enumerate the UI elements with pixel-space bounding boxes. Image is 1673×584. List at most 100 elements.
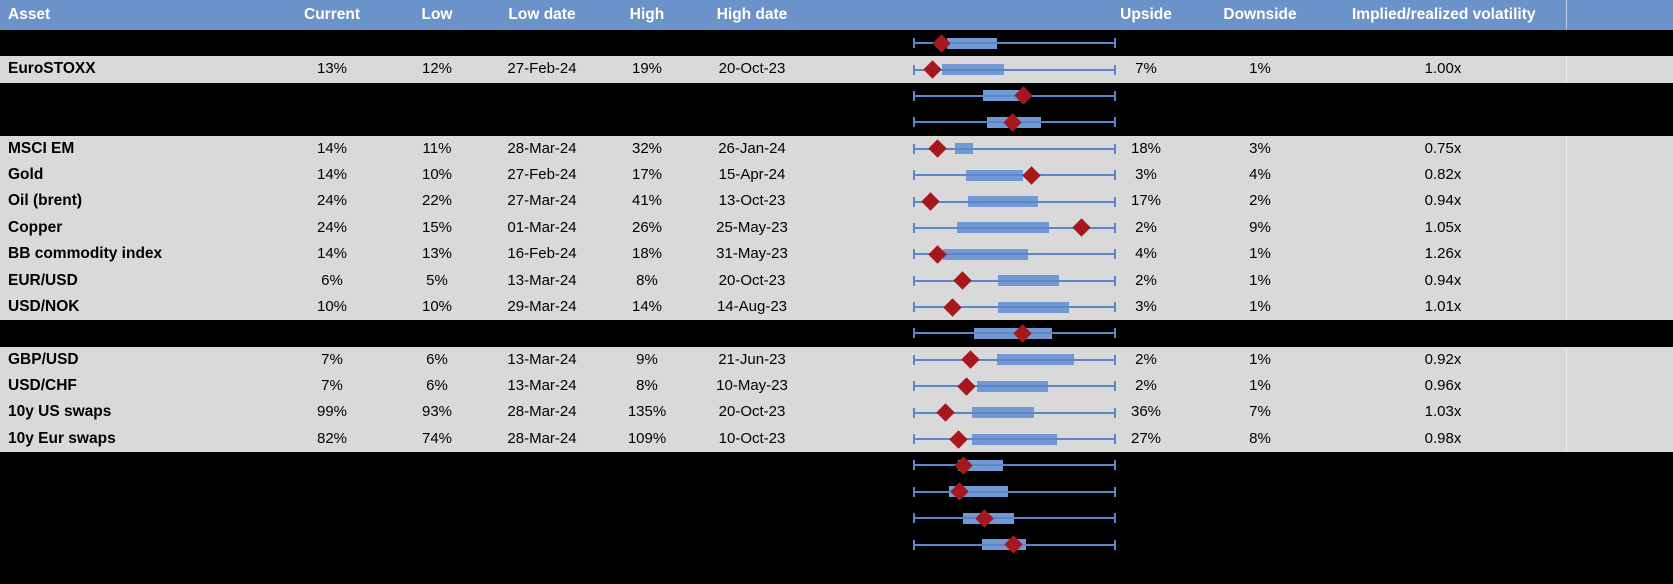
redacted-row [0, 30, 1673, 57]
cell-high_date: 26-Jan-24 [718, 139, 786, 157]
cell-implied_realized: 0.92x [1424, 350, 1462, 368]
boxplot [913, 30, 1116, 56]
cell-upside: 2% [1135, 271, 1157, 289]
cell-low: 12% [421, 60, 453, 78]
whisker-cap-right [1114, 249, 1116, 260]
whisker-cap-right [1114, 222, 1116, 233]
boxplot [913, 188, 1116, 214]
cell-downside: 1% [1249, 350, 1271, 368]
cell-high: 109% [627, 429, 667, 447]
cell-current: 10% [316, 297, 348, 315]
cell-implied_realized: 1.03x [1424, 403, 1462, 421]
cell-low: 11% [422, 139, 452, 157]
boxplot [913, 268, 1116, 294]
cell-current: 24% [316, 192, 348, 210]
cell-upside: 3% [1135, 297, 1157, 315]
cell-downside: 1% [1249, 377, 1271, 395]
boxplot [913, 294, 1116, 320]
cell-low: 13% [421, 245, 453, 263]
cell-low: 10% [421, 165, 453, 183]
redacted-row [0, 505, 1673, 532]
cell-high: 8% [636, 377, 658, 395]
cell-high: 26% [631, 218, 663, 236]
footer-black-band [0, 558, 1673, 584]
header-cell-low: Low [421, 6, 453, 23]
cell-low_date: 28-Mar-24 [507, 139, 577, 157]
cell-implied_realized: 1.00x [1424, 60, 1462, 78]
boxplot [913, 320, 1116, 346]
cell-implied_realized: 1.05x [1424, 218, 1462, 236]
cell-low_date: 27-Feb-24 [507, 165, 577, 183]
cell-current: 7% [321, 377, 343, 395]
whisker-cap-left [913, 302, 915, 313]
cell-low_date: 01-Mar-24 [507, 218, 577, 236]
table-row: Gold 14% 10% 27-Feb-24 17% 15-Apr-24 3% 4% 0.82x [0, 161, 1673, 189]
redacted-row [0, 531, 1673, 560]
whisker-cap-left [913, 460, 915, 471]
whisker-cap-left [913, 38, 915, 49]
cell-low_date: 13-Mar-24 [507, 350, 577, 368]
whisker-cap-right [1114, 275, 1116, 286]
whisker-cap-right [1114, 486, 1116, 497]
cell-asset: 10y Eur swaps [8, 429, 116, 447]
header-row: Asset Current Low Low date High High date Upsi… [0, 0, 1673, 30]
current-level-diamond-marker [935, 403, 955, 422]
table-row: 10y US swaps 99% 93% 28-Mar-24 135% 20-Oct-23… [0, 399, 1673, 427]
cell-current: 6% [321, 271, 343, 289]
cell-high: 135% [627, 403, 667, 421]
cell-current: 99% [316, 403, 348, 421]
cell-asset: EuroSTOXX [8, 60, 96, 78]
boxplot [913, 426, 1116, 452]
cell-low: 15% [421, 218, 453, 236]
whisker-cap-right [1114, 539, 1116, 550]
whisker-line [913, 517, 1116, 520]
current-level-diamond-marker [927, 139, 947, 158]
redacted-row [0, 82, 1673, 110]
cell-high: 9% [636, 350, 658, 368]
boxplot [913, 373, 1116, 399]
boxplot [913, 347, 1116, 373]
boxplot [913, 109, 1116, 135]
cell-low_date: 28-Mar-24 [507, 403, 577, 421]
table-body: EuroSTOXX 13% 12% 27-Feb-24 19% 20-Oct-23 7% 1%… [0, 30, 1673, 560]
cell-upside: 4% [1135, 245, 1157, 263]
cell-implied_realized: 0.96x [1424, 377, 1462, 395]
cell-upside: 2% [1135, 218, 1157, 236]
whisker-cap-right [1114, 513, 1116, 524]
whisker-cap-right [1114, 328, 1116, 339]
redacted-row [0, 478, 1673, 506]
whisker-cap-left [913, 196, 915, 207]
current-level-diamond-marker [1022, 165, 1041, 185]
whisker-cap-right [1114, 407, 1116, 418]
cell-high: 41% [631, 192, 663, 210]
redacted-row [0, 320, 1673, 347]
whisker-cap-right [1114, 117, 1116, 128]
header-cell-high_date: High date [716, 6, 788, 23]
whisker-cap-left [913, 143, 915, 154]
whisker-line [913, 200, 1116, 203]
whisker-line [913, 253, 1116, 256]
whisker-cap-right [1114, 196, 1116, 207]
current-level-diamond-marker [942, 297, 962, 317]
cell-low: 10% [421, 297, 453, 315]
cell-low: 22% [421, 192, 453, 210]
whisker-line [913, 174, 1116, 177]
whisker-cap-left [913, 513, 915, 524]
cell-high: 19% [631, 60, 663, 78]
table-row: Oil (brent) 24% 22% 27-Mar-24 41% 13-Oct-23 17… [0, 188, 1673, 216]
whisker-cap-right [1114, 170, 1116, 181]
header-cell-upside: Upside [1120, 6, 1172, 23]
whisker-cap-left [913, 328, 915, 339]
whisker-cap-left [913, 222, 915, 233]
whisker-line [913, 385, 1116, 388]
header-cell-low_date: Low date [508, 6, 576, 23]
cell-current: 24% [316, 218, 348, 236]
cell-high_date: 13-Oct-23 [718, 192, 786, 210]
cell-current: 14% [316, 245, 348, 263]
table-row: GBP/USD 7% 6% 13-Mar-24 9% 21-Jun-23 2% 1% 0.92x [0, 346, 1673, 374]
current-level-diamond-marker [1072, 218, 1092, 238]
whisker-line [913, 147, 1116, 150]
whisker-cap-left [913, 170, 915, 181]
table-row: EuroSTOXX 13% 12% 27-Feb-24 19% 20-Oct-23 7% 1%… [0, 56, 1673, 84]
whisker-cap-left [913, 64, 915, 75]
